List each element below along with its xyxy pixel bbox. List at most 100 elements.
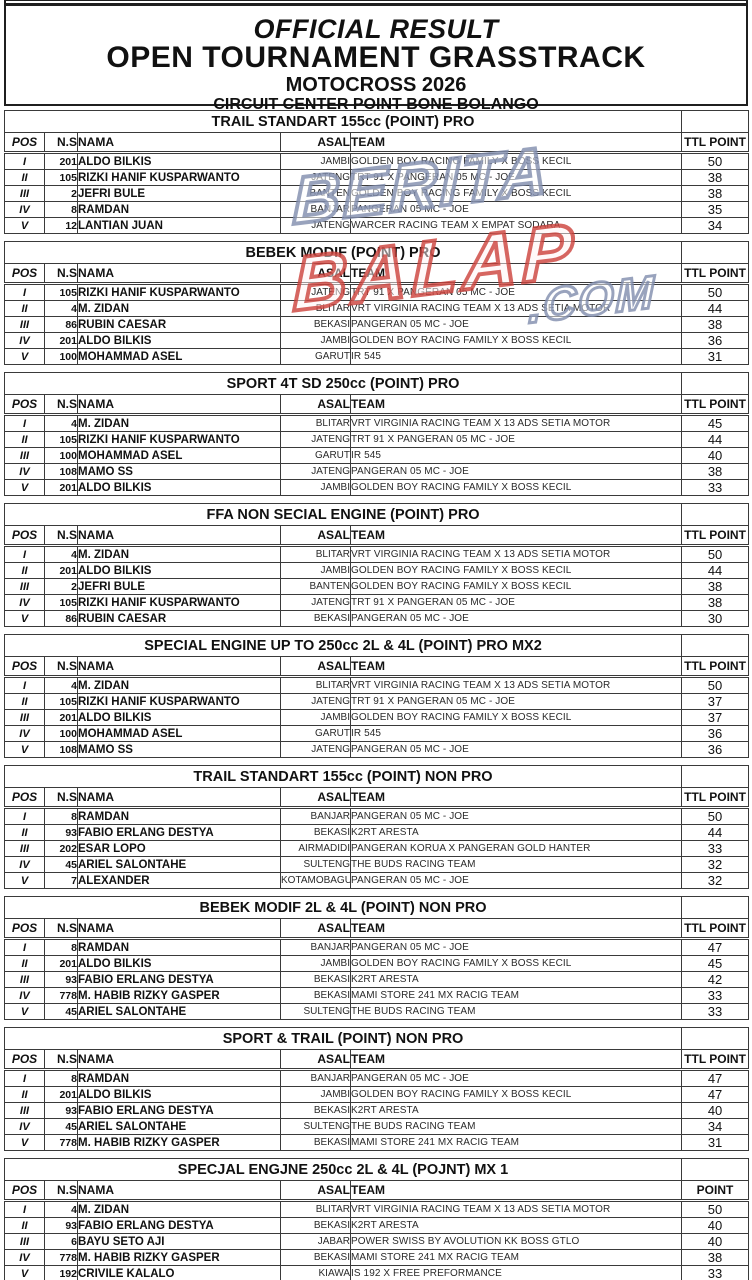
table-row: IV 778 M. HABIB RIZKY GASPER BEKASI MAMI STO… [4, 987, 750, 1004]
cell-nama: RIZKI HANIF KUSPARWANTO [77, 693, 281, 710]
col-header-nama: NAMA [77, 1180, 281, 1202]
cell-pt: 37 [681, 709, 750, 726]
table-row: III 86 RUBIN CAESAR BEKASI PANGERAN 05 MC - … [4, 316, 750, 333]
table-row: III 2 JEFRI BULE BANTEN GOLDEN BOY RACING FA… [4, 578, 750, 595]
cell-pt: 50 [681, 152, 750, 170]
cell-nama: FABIO ERLANG DESTYA [77, 824, 281, 841]
col-header-asal: ASAL [280, 394, 351, 416]
cell-team: PANGERAN 05 MC - JOE [349, 741, 683, 758]
cell-ns: 105 [44, 169, 78, 186]
cell-pt: 42 [681, 971, 750, 988]
table-title: SPORT 4T SD 250cc (POINT) PRO [3, 372, 683, 395]
cell-asal: BLITAR [280, 1200, 351, 1218]
cell-ns: 202 [44, 840, 78, 857]
cell-asal: JATENG [280, 463, 351, 480]
table-row: II 201 ALDO BILKIS JAMBI GOLDEN BOY RACING F… [4, 562, 750, 579]
cell-asal: BANJAR [280, 807, 351, 825]
col-header-pos: POS [4, 656, 45, 678]
col-header-asal: ASAL [280, 263, 351, 285]
table-title-row: TRAIL STANDART 155cc (POINT) PRO [3, 110, 750, 133]
cell-team: K2RT ARESTA [349, 824, 683, 841]
cell-nama: MOHAMMAD ASEL [77, 348, 281, 365]
cell-ns: 7 [44, 872, 78, 889]
col-header-team: TEAM [350, 1180, 682, 1202]
cell-pt: 44 [681, 431, 750, 448]
col-header-asal: ASAL [280, 132, 351, 154]
cell-ns: 93 [44, 1217, 78, 1234]
cell-pt: 38 [681, 1249, 749, 1266]
cell-ns: 108 [44, 741, 78, 758]
cell-asal: GARUT [280, 447, 351, 464]
table-title-row: SPECJAL ENGJNE 250cc 2L & 4L (POJNT) MX … [4, 1158, 749, 1181]
cell-team: GOLDEN BOY RACING FAMILY X BOSS KECIL [349, 955, 683, 972]
cell-pos: III [4, 840, 45, 857]
cell-asal: BANJAR [280, 938, 351, 956]
cell-nama: M. HABIB RIZKY GASPER [77, 1249, 281, 1266]
col-header-asal: ASAL [280, 525, 351, 547]
table-title: BEBEK MODIF 2L & 4L (POINT) NON PRO [3, 896, 683, 919]
cell-asal: JATENG [280, 217, 351, 234]
result-table-5: SPECIAL ENGINE UP TO 250cc 2L & 4L (POIN… [3, 634, 750, 758]
table-row: V 45 ARIEL SALONTAHE SULTENG THE BUDS RACING… [4, 1003, 750, 1020]
title-side-cell [681, 110, 750, 133]
table-row: V 100 MOHAMMAD ASEL GARUT IR 545 31 [4, 348, 750, 365]
cell-team: TRT 91 X PANGERAN 05 MC - JOE [349, 431, 683, 448]
table-header-row: POS N.S NAMA ASAL TEAM TTL POINT [4, 263, 750, 285]
col-header-ns: N.S [44, 787, 78, 809]
col-header-pos: POS [4, 394, 45, 416]
cell-team: GOLDEN BOY RACING FAMILY X BOSS KECIL [349, 562, 683, 579]
cell-pt: 38 [681, 578, 750, 595]
cell-nama: RAMDAN [77, 201, 281, 218]
cell-pos: IV [4, 594, 45, 611]
cell-asal: JATENG [280, 283, 351, 301]
table-header-row: POS N.S NAMA ASAL TEAM TTL POINT [4, 787, 750, 809]
cell-asal: BEKASI [280, 1134, 351, 1151]
cell-pos: V [4, 479, 45, 496]
cell-pt: 36 [681, 332, 750, 349]
col-header-nama: NAMA [77, 132, 281, 154]
cell-asal: BEKASI [280, 1249, 351, 1266]
cell-pt: 50 [681, 676, 750, 694]
cell-nama: FABIO ERLANG DESTYA [77, 1102, 281, 1119]
table-title-row: BEBEK MODIF (POINT) PRO [3, 241, 750, 264]
table-row: V 86 RUBIN CAESAR BEKASI PANGERAN 05 MC - JO… [4, 610, 750, 627]
col-header-team: TEAM [349, 394, 683, 416]
table-row: V 7 ALEXANDER KOTAMOBAGU PANGERAN 05 MC - JO… [4, 872, 750, 889]
cell-ns: 201 [44, 955, 78, 972]
cell-pt: 36 [681, 725, 750, 742]
cell-asal: BEKASI [280, 1217, 351, 1234]
cell-pt: 34 [681, 217, 750, 234]
cell-team: THE BUDS RACING TEAM [349, 1118, 683, 1135]
cell-nama: MOHAMMAD ASEL [77, 447, 281, 464]
cell-team: IR 545 [349, 725, 683, 742]
header-top-rule [6, 3, 746, 6]
cell-pos: I [4, 676, 45, 694]
cell-pt: 36 [681, 741, 750, 758]
cell-ns: 201 [44, 152, 78, 170]
cell-nama: RIZKI HANIF KUSPARWANTO [77, 594, 281, 611]
header-event-year: MOTOCROSS 2026 [285, 74, 467, 97]
cell-ns: 105 [44, 693, 78, 710]
cell-team: MAMI STORE 241 MX RACIG TEAM [349, 1134, 683, 1151]
cell-team: THE BUDS RACING TEAM [349, 856, 683, 873]
cell-pos: I [4, 807, 45, 825]
table-title-row: SPECIAL ENGINE UP TO 250cc 2L & 4L (POIN… [3, 634, 750, 657]
cell-team: GOLDEN BOY RACING FAMILY X BOSS KECIL [349, 1086, 683, 1103]
result-table-4: FFA NON SECIAL ENGINE (POINT) PRO POS N.S N… [3, 503, 750, 627]
cell-nama: JEFRI BULE [77, 185, 281, 202]
cell-pos: III [4, 185, 45, 202]
cell-pos: IV [4, 463, 45, 480]
cell-pt: 45 [681, 955, 750, 972]
cell-nama: ARIEL SALONTAHE [77, 1003, 281, 1020]
cell-pos: III [4, 1233, 45, 1250]
cell-nama: RIZKI HANIF KUSPARWANTO [77, 169, 281, 186]
col-header-pt: POINT [681, 1180, 749, 1202]
table-title-row: SPORT 4T SD 250cc (POINT) PRO [3, 372, 750, 395]
table-row: III 2 JEFRI BULE BANTEN GOLDEN BOY RACING FA… [4, 185, 750, 202]
col-header-pt: TTL POINT [681, 525, 750, 547]
table-row: II 93 FABIO ERLANG DESTYA BEKASI K2RT ARESTA… [4, 824, 750, 841]
cell-nama: RAMDAN [77, 938, 281, 956]
cell-pt: 47 [681, 938, 750, 956]
cell-ns: 105 [44, 431, 78, 448]
cell-pt: 35 [681, 201, 750, 218]
